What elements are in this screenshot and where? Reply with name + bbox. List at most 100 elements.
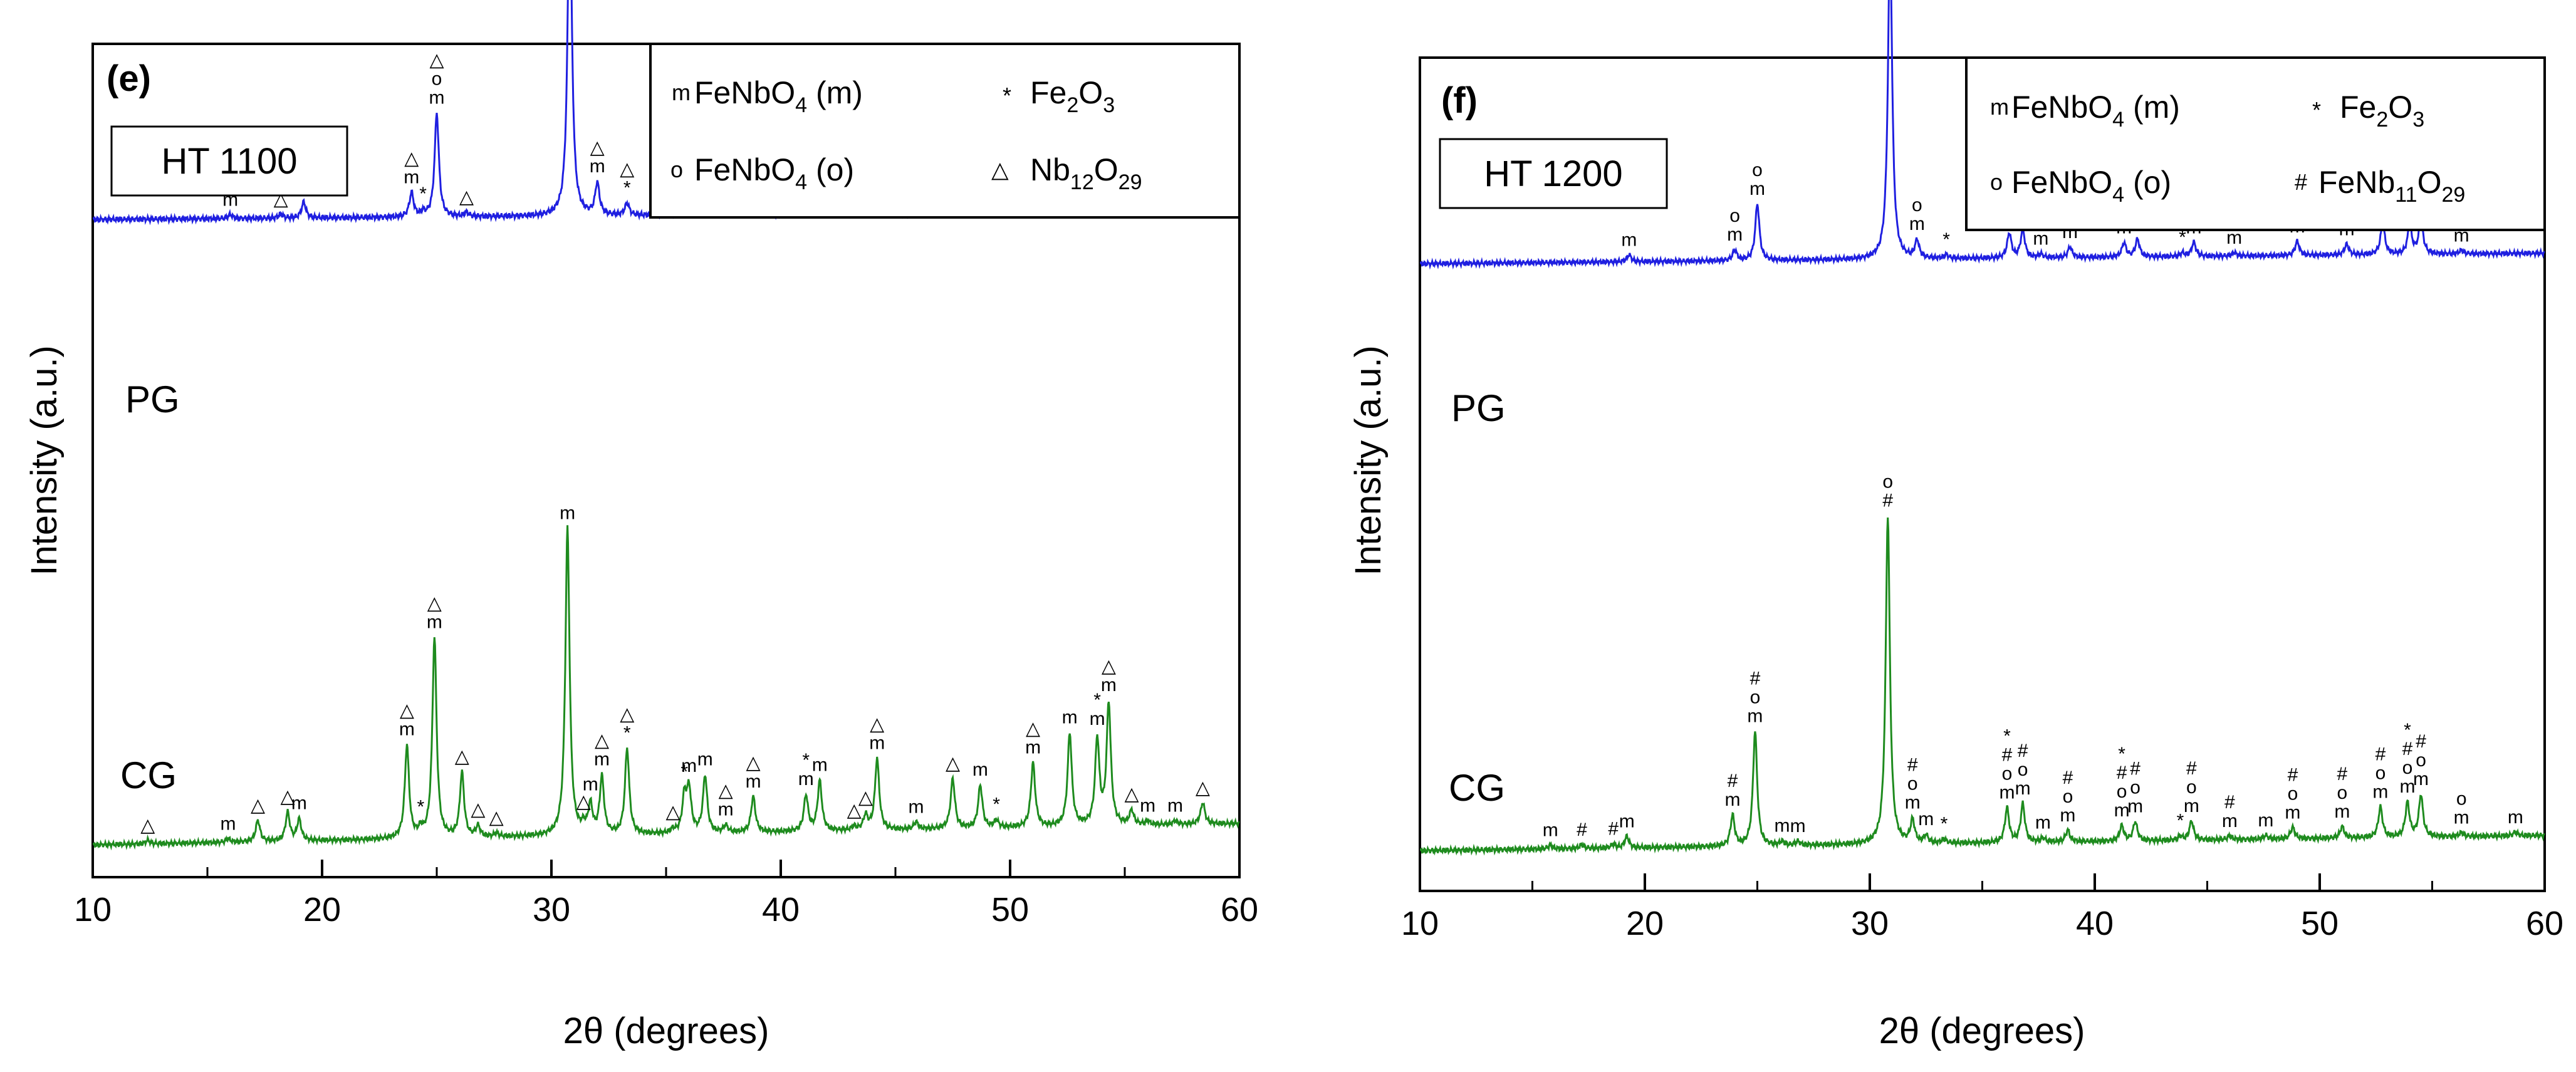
x-tick-label: 40 (2076, 905, 2114, 942)
peak-label: △ (429, 49, 444, 70)
y-axis-title: Intensity (a.u.) (24, 345, 65, 575)
x-tick-label: 50 (991, 891, 1029, 929)
peak-label: m (697, 749, 713, 770)
peak-label: o (1912, 195, 1922, 216)
legend-entry-monoclinic: FeNbO4 (m) (2011, 90, 2180, 132)
peak-label: m (718, 799, 734, 820)
legend: m FeNbO4 (m) * Fe2O3 o FeNbO4 (o) # FeNb… (1965, 56, 2546, 231)
peak-label: o (432, 68, 442, 89)
peak-label: m (1621, 229, 1637, 250)
peak-label: m (746, 771, 761, 792)
panel-label: (f) (1441, 80, 1478, 121)
peak-label: m (2127, 796, 2143, 817)
peak-label: o (2002, 763, 2013, 784)
x-tick-label: 30 (1851, 905, 1889, 942)
peak-label: m (1909, 214, 1925, 234)
peak-label: m (1905, 793, 1921, 813)
panel-e: m△m△m*△om△om△m△*△omom△m△om*omom△omm△om*△… (24, 0, 1258, 1051)
peak-label: △ (946, 753, 960, 774)
xrd-trace-pg (1419, 0, 2545, 270)
peak-label: m (2035, 813, 2051, 833)
peak-label: * (802, 750, 810, 771)
peak-label: m (2372, 781, 2388, 802)
peak-label: m (220, 813, 236, 834)
peak-label: # (2402, 739, 2413, 759)
peak-label: m (1749, 179, 1765, 199)
peak-label: △ (576, 791, 591, 812)
peak-label: m (429, 87, 445, 108)
peak-label: m (399, 719, 415, 739)
peak-label: △ (620, 159, 634, 180)
peak-label: # (2337, 764, 2348, 784)
peak-label: △ (400, 700, 414, 721)
peak-label: * (2003, 726, 2011, 746)
condition-box (1439, 138, 1668, 209)
series-label-pg: PG (1451, 387, 1506, 429)
peak-label: △ (140, 815, 155, 836)
peak-label: # (1750, 669, 1761, 689)
peak-label: m (2285, 802, 2300, 823)
peak-label: o (2130, 778, 2141, 798)
peak-label: * (419, 184, 427, 204)
legend-box (1965, 56, 2546, 231)
x-tick-label: 60 (1221, 891, 1258, 929)
peak-label: o (2375, 762, 2386, 783)
peak-label: # (1907, 755, 1918, 776)
peak-label: o (2063, 786, 2073, 807)
legend-entry-orthorhombic: FeNbO4 (o) (2011, 165, 2171, 207)
peak-label: m (1543, 820, 1558, 841)
legend-symbol: * (1003, 83, 1011, 108)
peak-label: m (1090, 709, 1105, 729)
peak-label: m (1140, 795, 1155, 816)
peak-label: m (2184, 796, 2199, 816)
peak-label: o (1752, 160, 1763, 180)
peak-label: # (2130, 759, 2141, 779)
peak-label: m (2508, 807, 2523, 828)
peak-label: m (427, 611, 442, 632)
peak-label: △ (746, 752, 761, 773)
peak-label: m (583, 774, 598, 795)
peak-label: * (2179, 227, 2186, 248)
x-tick-label: 50 (2301, 905, 2339, 942)
peak-label: m (1774, 816, 1790, 836)
peak-label: * (623, 722, 631, 743)
peak-label: m (1999, 782, 2015, 803)
peak-label: △ (847, 800, 862, 821)
legend-box (649, 43, 1241, 219)
peak-label: m (2060, 805, 2075, 826)
y-axis-title: Intensity (a.u.) (1348, 345, 1389, 575)
legend-symbol: o (1990, 169, 2003, 195)
peak-label: * (1942, 229, 1950, 250)
x-axis-ticks: 10 20 30 40 50 60 (74, 860, 1258, 929)
peak-labels: m△m△m*△om△om△m△*△omom△m△om*omom△omm△om*△… (140, 49, 1210, 836)
legend-entry-fenb11o29: FeNb11O29 (2318, 165, 2465, 207)
peak-label: * (681, 762, 688, 783)
peak-label: m (973, 759, 988, 780)
peak-label: m (1619, 811, 1635, 832)
panel-label: (e) (107, 58, 151, 99)
xrd-trace-cg (1419, 518, 2545, 856)
peak-label: m (594, 749, 610, 770)
legend-symbol: * (2312, 97, 2321, 123)
peak-label: △ (1102, 656, 1116, 677)
panel-f: momomomom**omommom*omom*ommomomom*omomom… (1348, 0, 2563, 1051)
peak-label: △ (1196, 778, 1210, 798)
peak-label: # (1608, 819, 1619, 840)
peak-label: △ (404, 148, 419, 169)
peak-label: # (2186, 758, 2197, 779)
peak-label: o (1907, 774, 1918, 794)
peak-label: △ (1124, 784, 1139, 804)
peak-label: △ (489, 807, 504, 828)
peak-label: m (2222, 811, 2238, 831)
series-label-cg: CG (1449, 767, 1505, 809)
peak-label: # (2002, 744, 2013, 765)
peak-label: m (1167, 796, 1183, 816)
peak-label: # (1728, 771, 1738, 791)
legend-symbol: o (670, 157, 683, 182)
peak-label: m (2114, 800, 2130, 821)
legend-entry-fe2o3: Fe2O3 (1030, 75, 1115, 117)
peak-label: △ (471, 799, 485, 820)
peak-label: o (2402, 757, 2413, 778)
peak-label: m (1062, 707, 1078, 728)
x-tick-label: 10 (74, 891, 112, 929)
